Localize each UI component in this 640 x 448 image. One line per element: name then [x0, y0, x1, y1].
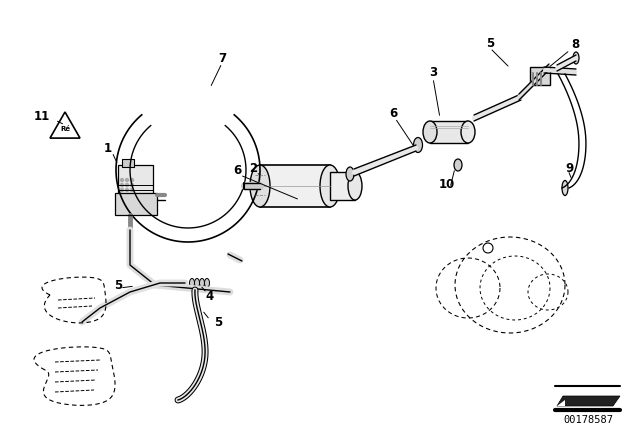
- Ellipse shape: [573, 52, 579, 64]
- Circle shape: [120, 184, 124, 186]
- Ellipse shape: [348, 172, 362, 200]
- Bar: [530, 67, 550, 85]
- Text: 5: 5: [214, 315, 222, 328]
- Bar: [430, 121, 468, 143]
- Text: 8: 8: [571, 38, 579, 51]
- Text: 00178587: 00178587: [563, 415, 613, 425]
- Text: 7: 7: [218, 52, 226, 65]
- Text: 4: 4: [206, 289, 214, 302]
- Text: 5: 5: [114, 279, 122, 292]
- Circle shape: [125, 184, 129, 186]
- Text: 6: 6: [389, 107, 397, 120]
- Bar: [330, 172, 355, 200]
- Ellipse shape: [189, 279, 195, 288]
- Bar: [260, 165, 330, 207]
- Bar: [115, 193, 157, 215]
- Text: 1: 1: [104, 142, 112, 155]
- Circle shape: [131, 184, 134, 186]
- Circle shape: [131, 178, 134, 181]
- Circle shape: [120, 178, 124, 181]
- Ellipse shape: [562, 181, 568, 195]
- Text: Ré: Ré: [60, 125, 70, 132]
- Text: 6: 6: [233, 164, 241, 177]
- Text: 11: 11: [34, 109, 50, 122]
- Ellipse shape: [461, 121, 475, 143]
- Text: 9: 9: [566, 161, 574, 175]
- Ellipse shape: [454, 159, 462, 171]
- Text: 5: 5: [486, 36, 494, 49]
- Text: 10: 10: [439, 177, 455, 190]
- Circle shape: [125, 178, 129, 181]
- Ellipse shape: [205, 279, 209, 288]
- Circle shape: [125, 189, 129, 191]
- Ellipse shape: [320, 165, 340, 207]
- Ellipse shape: [413, 138, 422, 152]
- Ellipse shape: [195, 279, 200, 288]
- Bar: [118, 165, 153, 195]
- Bar: [122, 159, 134, 167]
- Circle shape: [131, 189, 134, 191]
- Circle shape: [120, 189, 124, 191]
- Ellipse shape: [200, 279, 205, 288]
- Ellipse shape: [250, 165, 270, 207]
- Ellipse shape: [346, 167, 354, 181]
- Ellipse shape: [423, 121, 437, 143]
- Polygon shape: [557, 400, 565, 406]
- Text: 3: 3: [429, 65, 437, 78]
- Polygon shape: [557, 396, 620, 406]
- Text: 2: 2: [249, 161, 257, 175]
